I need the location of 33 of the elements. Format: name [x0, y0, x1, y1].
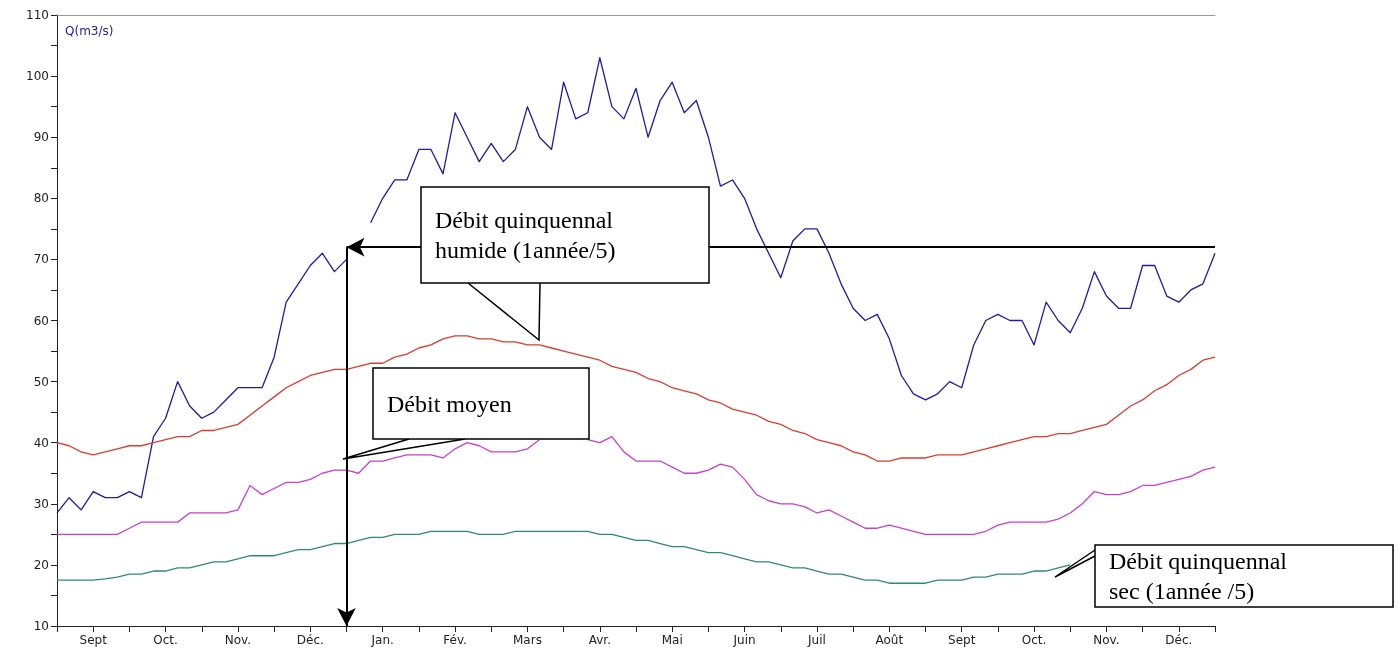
y-tick-label: 20 [33, 557, 49, 572]
y-axis-title: Q(m3/s) [65, 24, 114, 38]
x-tick-label: Juil [807, 633, 826, 647]
x-tick-label: Oct. [1021, 633, 1047, 647]
x-tick-label: Août [875, 633, 904, 647]
x-tick-label: Juin [732, 633, 756, 647]
y-tick-label: 10 [33, 619, 49, 633]
y-tick-label: 110 [26, 8, 49, 22]
y-tick-label: 30 [33, 496, 49, 511]
line-series [56, 530, 1071, 584]
annotation: Débit quinquennal sec (1année /5) [1109, 548, 1288, 604]
y-tick-label: 80 [33, 191, 49, 206]
y-tick-label: 60 [33, 313, 49, 328]
x-tick-label: Sept [948, 633, 976, 647]
x-tick-label: Déc. [1165, 633, 1193, 647]
x-tick-label: Mai [661, 633, 683, 647]
x-tick-label: Oct. [153, 633, 178, 647]
line-series [56, 335, 1216, 462]
annotation: Débit moyen [387, 390, 512, 417]
x-tick-label: Avr. [588, 633, 611, 647]
x-tick-label: Sept [79, 633, 108, 647]
y-tick-label: 40 [33, 435, 49, 450]
y-tick-label: 100 [26, 69, 49, 84]
x-tick-label: Nov. [224, 633, 252, 647]
y-tick-label: 90 [33, 130, 49, 145]
x-tick-label: Jan. [370, 633, 394, 647]
x-tick-label: Déc. [296, 633, 324, 647]
x-tick-label: Nov. [1093, 633, 1120, 647]
y-tick-label: 70 [33, 252, 49, 267]
annotation: Débit quinquennal humide (1année/5) [435, 207, 616, 263]
y-tick-label: 50 [33, 374, 49, 389]
x-tick-label: Fév. [443, 633, 467, 647]
x-tick-label: Mars [512, 633, 542, 647]
